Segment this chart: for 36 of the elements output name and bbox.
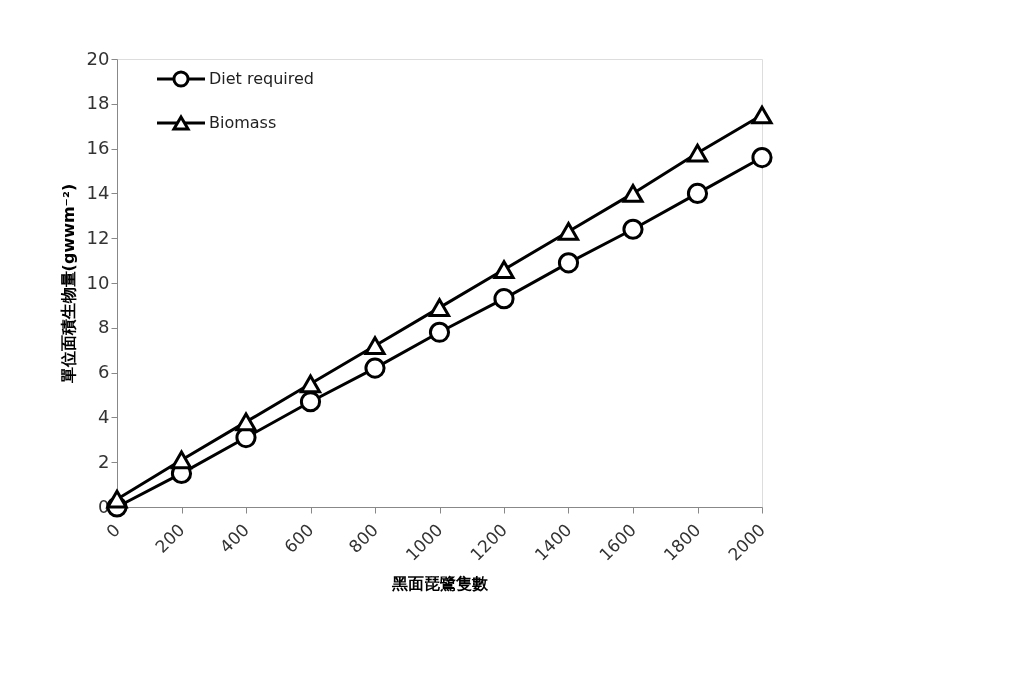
y-tick-label: 2 <box>98 450 110 472</box>
point <box>428 298 451 318</box>
point <box>493 260 515 279</box>
point <box>686 143 709 163</box>
y-tick-label: 6 <box>98 361 110 383</box>
point <box>170 450 193 470</box>
y-tick-label: 14 <box>86 181 110 203</box>
y-tick-label: 4 <box>98 405 110 427</box>
point <box>106 489 128 509</box>
x-axis-title: 黑面琵鷺隻數 <box>391 573 489 593</box>
x-tick-label: 400 <box>215 519 253 557</box>
y-tick-label: 8 <box>98 316 110 338</box>
legend-label: Biomass <box>209 113 277 132</box>
y-tick-label: 20 <box>86 47 110 69</box>
point <box>686 182 709 204</box>
point <box>493 288 515 310</box>
point <box>622 184 644 203</box>
point <box>428 321 451 343</box>
y-tick-label: 18 <box>86 92 110 114</box>
point <box>299 391 322 413</box>
point <box>751 146 773 169</box>
point <box>557 222 580 241</box>
point <box>364 336 386 356</box>
y-tick-label: 12 <box>86 226 110 248</box>
point <box>622 218 644 240</box>
y-axis-title: 單位面積生物量(gwwm⁻²) <box>58 183 78 385</box>
y-tick-label: 16 <box>86 137 110 159</box>
y-tick-label: 10 <box>86 271 110 293</box>
point <box>751 105 773 125</box>
point <box>299 374 322 394</box>
x-tick-label: 600 <box>280 519 318 557</box>
legend-label: Diet required <box>209 69 315 88</box>
x-tick-label: 800 <box>344 519 382 557</box>
point <box>364 357 386 379</box>
point <box>235 412 257 432</box>
point <box>557 252 580 274</box>
